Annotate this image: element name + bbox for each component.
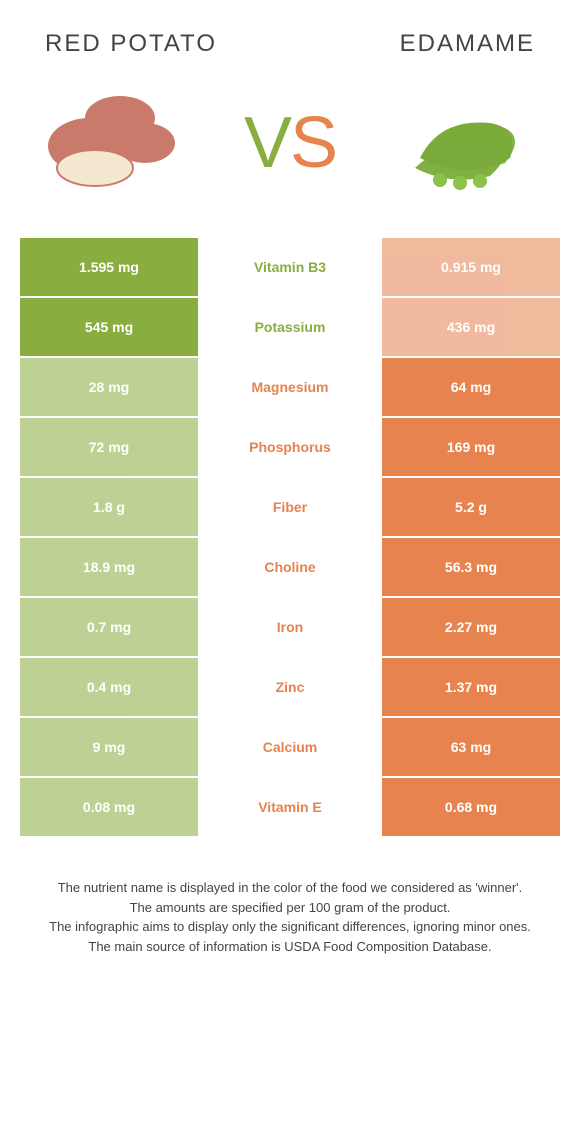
footnote-line: The infographic aims to display only the… (40, 917, 540, 937)
footnote-line: The nutrient name is displayed in the co… (40, 878, 540, 898)
left-value: 18.9 mg (20, 538, 198, 596)
nutrient-row: 72 mgPhosphorus169 mg (20, 418, 560, 476)
nutrient-name: Iron (198, 598, 382, 656)
nutrient-name: Potassium (198, 298, 382, 356)
nutrient-name: Choline (198, 538, 382, 596)
footnote-line: The amounts are specified per 100 gram o… (40, 898, 540, 918)
hero-row: VS (0, 78, 580, 238)
left-value: 72 mg (20, 418, 198, 476)
nutrient-name: Vitamin B3 (198, 238, 382, 296)
nutrient-row: 1.8 gFiber5.2 g (20, 478, 560, 536)
right-value: 63 mg (382, 718, 560, 776)
left-value: 28 mg (20, 358, 198, 416)
footnote: The nutrient name is displayed in the co… (0, 838, 580, 976)
nutrient-row: 1.595 mgVitamin B30.915 mg (20, 238, 560, 296)
right-value: 0.915 mg (382, 238, 560, 296)
left-value: 545 mg (20, 298, 198, 356)
left-value: 0.4 mg (20, 658, 198, 716)
nutrient-name: Phosphorus (198, 418, 382, 476)
right-value: 1.37 mg (382, 658, 560, 716)
nutrient-row: 0.4 mgZinc1.37 mg (20, 658, 560, 716)
right-value: 56.3 mg (382, 538, 560, 596)
right-value: 2.27 mg (382, 598, 560, 656)
left-value: 1.8 g (20, 478, 198, 536)
nutrient-name: Zinc (198, 658, 382, 716)
nutrient-table: 1.595 mgVitamin B30.915 mg545 mgPotassiu… (0, 238, 580, 836)
right-value: 436 mg (382, 298, 560, 356)
vs-label: VS (244, 102, 336, 184)
right-value: 169 mg (382, 418, 560, 476)
nutrient-row: 0.7 mgIron2.27 mg (20, 598, 560, 656)
vs-s: S (290, 103, 336, 183)
edamame-image (390, 88, 540, 198)
nutrient-name: Vitamin E (198, 778, 382, 836)
left-value: 1.595 mg (20, 238, 198, 296)
nutrient-row: 0.08 mgVitamin E0.68 mg (20, 778, 560, 836)
nutrient-name: Magnesium (198, 358, 382, 416)
right-value: 0.68 mg (382, 778, 560, 836)
title-right: EDAMAME (400, 30, 535, 58)
left-value: 0.7 mg (20, 598, 198, 656)
title-left: RED POTATO (45, 30, 217, 58)
nutrient-row: 18.9 mgCholine56.3 mg (20, 538, 560, 596)
right-value: 64 mg (382, 358, 560, 416)
nutrient-name: Fiber (198, 478, 382, 536)
left-value: 9 mg (20, 718, 198, 776)
footnote-line: The main source of information is USDA F… (40, 937, 540, 957)
header: RED POTATO EDAMAME (0, 0, 580, 78)
vs-v: V (244, 103, 290, 183)
nutrient-row: 9 mgCalcium63 mg (20, 718, 560, 776)
nutrient-row: 28 mgMagnesium64 mg (20, 358, 560, 416)
left-value: 0.08 mg (20, 778, 198, 836)
nutrient-row: 545 mgPotassium436 mg (20, 298, 560, 356)
red-potato-image (40, 88, 190, 198)
right-value: 5.2 g (382, 478, 560, 536)
nutrient-name: Calcium (198, 718, 382, 776)
